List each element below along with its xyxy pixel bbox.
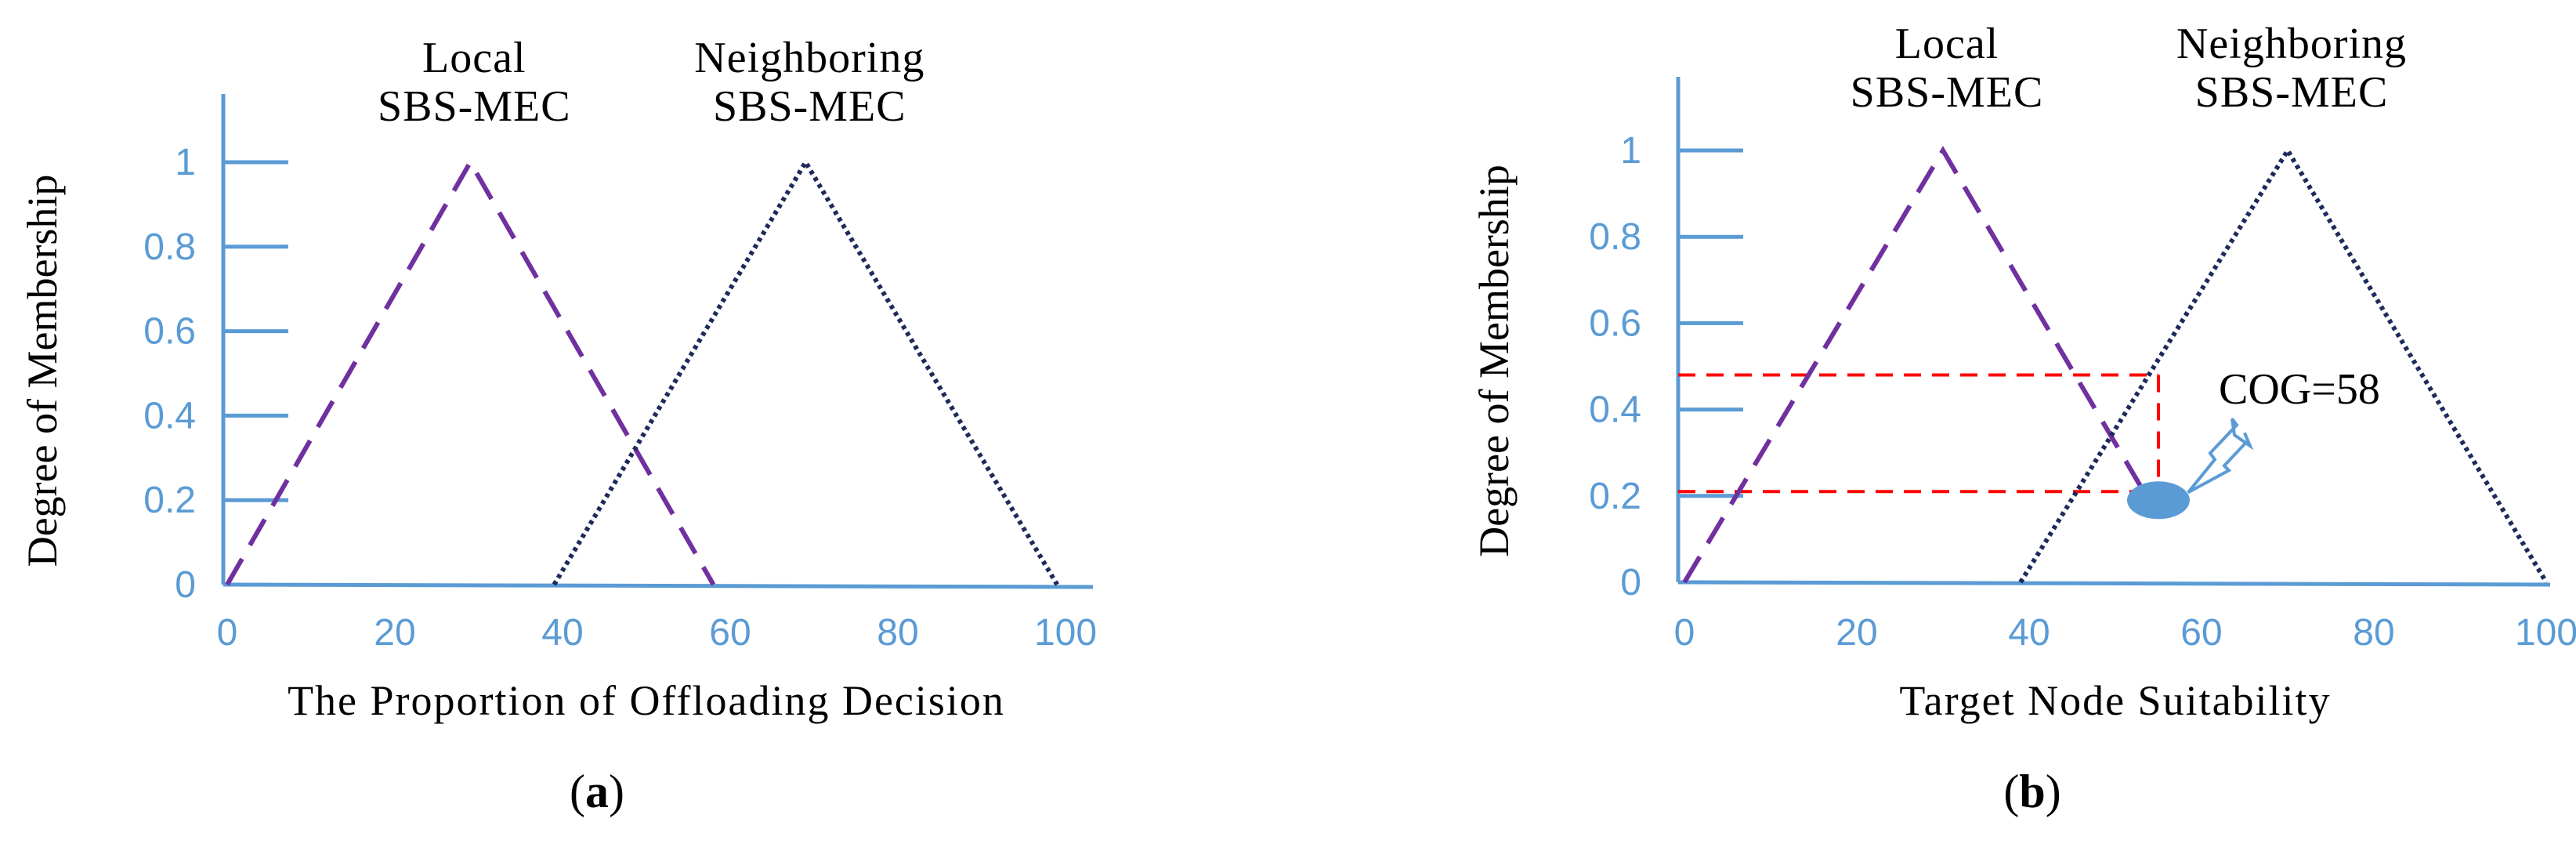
y-tick-label: 0.8 — [1589, 216, 1641, 258]
panel-label: (a) — [570, 766, 624, 817]
y-tick-label: 0.4 — [143, 395, 196, 436]
series-name-local: SBS-MEC — [1851, 68, 2044, 117]
y-tick-label: 0.4 — [1589, 389, 1641, 431]
x-tick-label: 100 — [2515, 612, 2576, 654]
x-axis-label: Target Node Suitability — [1899, 677, 2331, 724]
panel-label: (b) — [2003, 766, 2060, 817]
chart-panel-a: 0 0.2 0.4 0.6 0.8 1 0 20 40 60 80 100 The Proportion… — [19, 34, 1097, 817]
x-tick-label: 0 — [1674, 612, 1695, 654]
y-axis-label: Degree of Membership — [19, 175, 66, 567]
series-name-local: Local — [422, 34, 526, 82]
y-tick-label: 0.2 — [1589, 476, 1641, 517]
callout-pointer — [2187, 418, 2254, 494]
x-axis-line — [1677, 580, 2551, 587]
series-name-local: SBS-MEC — [378, 82, 571, 131]
y-tick-label: 0.8 — [143, 226, 196, 268]
x-tick-label: 60 — [2180, 612, 2222, 654]
x-axis-label: The Proportion of Offloading Decision — [288, 677, 1005, 724]
x-tick-label: 40 — [2008, 612, 2050, 654]
series-line-neighboring — [552, 158, 1059, 586]
series-name-neighboring: SBS-MEC — [2195, 68, 2389, 117]
x-axis-line — [223, 582, 1094, 589]
x-tick-label: 60 — [709, 612, 751, 654]
chart-panel-b: 0 0.2 0.4 0.6 0.8 1 0 20 40 60 80 100 Target Node Su… — [1471, 20, 2576, 817]
y-axis-label: Degree of Membership — [1471, 165, 1518, 557]
series-name-local: Local — [1895, 20, 1999, 68]
x-tick-label: 0 — [217, 612, 238, 654]
cog-annotation: COG=58 — [2219, 365, 2380, 414]
y-tick-label: 0.6 — [143, 311, 196, 353]
series-name-neighboring: Neighboring — [694, 34, 924, 82]
y-tick-label: 0 — [1620, 562, 1641, 603]
y-tick-label: 1 — [1620, 130, 1641, 172]
series-name-neighboring: Neighboring — [2176, 20, 2407, 68]
y-tick-label: 0.2 — [143, 480, 196, 521]
series-line-local — [1682, 146, 2144, 584]
x-tick-label: 20 — [1836, 612, 1877, 654]
y-tick-label: 1 — [175, 142, 196, 183]
y-tick-label: 0.6 — [1589, 302, 1641, 344]
x-tick-label: 100 — [1034, 612, 1097, 654]
x-tick-label: 80 — [2353, 612, 2394, 654]
series-line-local — [225, 157, 716, 586]
x-tick-label: 80 — [877, 612, 918, 654]
x-tick-label: 20 — [374, 612, 415, 654]
y-tick-label: 0 — [175, 564, 196, 606]
cog-marker — [2127, 481, 2190, 520]
x-tick-label: 40 — [541, 612, 583, 654]
series-name-neighboring: SBS-MEC — [713, 82, 906, 131]
